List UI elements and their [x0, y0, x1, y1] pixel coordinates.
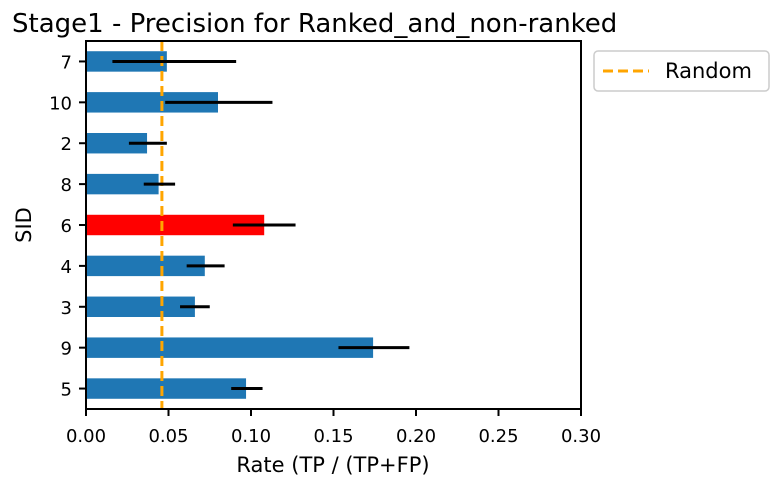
legend: Random [593, 50, 770, 92]
bar-sid-4 [86, 255, 205, 277]
y-tick-label: 4 [61, 257, 72, 278]
bar-sid-9 [86, 337, 374, 358]
x-tick-label: 0.10 [231, 426, 271, 447]
x-axis-label: Rate (TP / (TP+FP) [236, 453, 429, 477]
legend-box [593, 50, 770, 92]
y-tick-label: 9 [61, 339, 72, 360]
chart-title: Stage1 - Precision for Ranked_and_non-ra… [12, 9, 617, 39]
y-tick-label: 6 [61, 216, 72, 237]
x-tick-label: 0.15 [313, 426, 353, 447]
bar-sid-3 [86, 296, 195, 317]
y-tick-label: 5 [61, 380, 72, 401]
x-tick-label: 0.05 [148, 426, 188, 447]
y-tick-label: 7 [61, 52, 72, 73]
bar-sid-5 [86, 378, 247, 399]
y-tick-label: 2 [61, 134, 72, 155]
bar-sid-2 [86, 133, 148, 154]
legend-random-label: Random [665, 59, 752, 83]
bar-sid-8 [86, 173, 159, 195]
plot-frame [85, 40, 582, 410]
x-tick-label: 0.30 [561, 426, 601, 447]
y-tick-label: 10 [49, 93, 72, 114]
y-tick-label: 8 [61, 175, 72, 196]
bar-sid-10 [86, 92, 218, 113]
x-tick-label: 0.20 [396, 426, 436, 447]
y-axis-label: SID [12, 207, 36, 243]
x-tick-label: 0.00 [66, 426, 106, 447]
x-tick-label: 0.25 [478, 426, 518, 447]
bar-sid-6 [86, 214, 265, 236]
y-tick-label: 3 [61, 298, 72, 319]
